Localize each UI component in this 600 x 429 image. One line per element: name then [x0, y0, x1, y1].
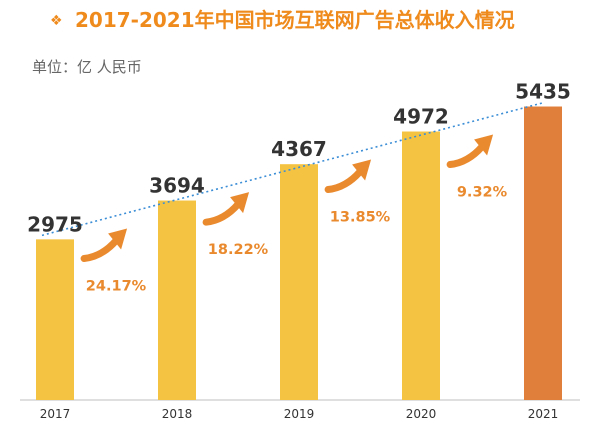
unit-label: 单位：亿 人民币	[32, 58, 142, 76]
value-label-2017: 2975	[27, 212, 83, 236]
bar-2020	[402, 131, 440, 400]
bar-2019	[280, 164, 318, 400]
value-label-2020: 4972	[393, 105, 449, 129]
trend-line	[41, 101, 545, 237]
growth-rate-label: 18.22%	[208, 242, 269, 258]
growth-rate-label: 13.85%	[330, 210, 391, 226]
growth-arrow-icon	[202, 192, 250, 226]
value-label-2019: 4367	[271, 137, 327, 161]
value-label-2021: 5435	[515, 80, 571, 104]
growth-rate-label: 24.17%	[86, 279, 147, 295]
x-tick-2019: 2019	[284, 407, 315, 421]
bar-2018	[158, 200, 196, 400]
growth-rate-label: 9.32%	[457, 185, 508, 201]
growth-arrow-icon	[324, 159, 372, 194]
x-tick-2017: 2017	[40, 407, 71, 421]
growth-arrow-icon	[446, 134, 494, 169]
chart-title: 2017-2021年中国市场互联网广告总体收入情况	[75, 8, 515, 32]
bar-2021	[524, 106, 562, 400]
x-tick-2021: 2021	[528, 407, 559, 421]
title-bullet-icon: ❖	[50, 13, 63, 29]
value-label-2018: 3694	[149, 174, 205, 198]
x-tick-2020: 2020	[406, 407, 437, 421]
x-tick-2018: 2018	[162, 407, 193, 421]
bar-2017	[36, 239, 74, 400]
growth-arrow-icon	[80, 228, 128, 263]
